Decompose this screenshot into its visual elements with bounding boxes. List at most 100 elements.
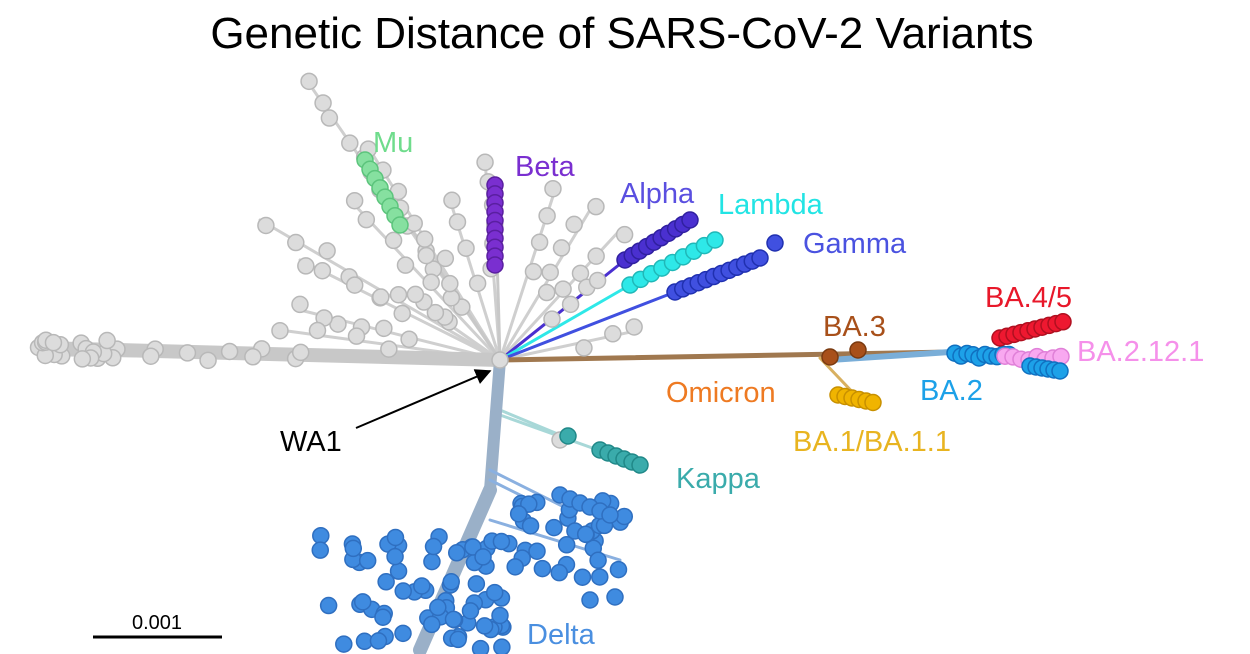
node	[467, 575, 486, 593]
node	[533, 559, 552, 578]
node	[552, 239, 571, 257]
node	[436, 249, 455, 268]
node	[423, 552, 441, 571]
node	[588, 271, 607, 290]
node	[447, 544, 466, 562]
node	[849, 341, 867, 359]
scale-bar-label: 0.001	[132, 612, 182, 634]
node	[1051, 362, 1069, 380]
node	[631, 456, 649, 474]
label-alpha: Alpha	[620, 178, 695, 210]
node	[374, 608, 392, 626]
node	[422, 273, 440, 291]
node	[474, 548, 492, 566]
node	[142, 347, 160, 365]
node	[538, 207, 556, 225]
node	[509, 505, 528, 523]
node	[565, 215, 583, 234]
node	[751, 249, 769, 267]
branch	[498, 258, 627, 362]
node	[424, 537, 443, 556]
label-ba1: BA.1/BA.1.1	[793, 426, 951, 458]
node	[706, 231, 724, 249]
node	[375, 319, 393, 338]
nodes	[29, 72, 1072, 654]
node	[491, 351, 509, 369]
node	[341, 134, 359, 152]
branch	[827, 349, 953, 363]
node	[244, 348, 262, 366]
node	[389, 285, 408, 304]
node	[573, 568, 592, 586]
node	[220, 342, 239, 361]
node	[575, 339, 593, 357]
node	[524, 262, 543, 281]
branch	[484, 354, 506, 496]
node	[530, 233, 549, 252]
label-omicron: Omicron	[666, 377, 776, 409]
node	[543, 310, 561, 328]
node	[377, 573, 395, 591]
node	[314, 94, 332, 112]
node	[394, 582, 412, 600]
node	[417, 246, 436, 265]
node	[606, 588, 624, 606]
branch	[488, 468, 572, 512]
node	[297, 257, 315, 275]
node	[199, 351, 217, 370]
node	[312, 526, 330, 545]
node	[320, 109, 339, 127]
label-wa1: WA1	[280, 426, 342, 458]
node	[587, 197, 605, 216]
node	[506, 558, 524, 576]
label-kappa: Kappa	[676, 463, 761, 495]
node	[319, 596, 338, 615]
node	[448, 213, 467, 231]
node	[461, 602, 480, 620]
node	[625, 318, 643, 336]
branches	[33, 83, 953, 654]
node	[681, 211, 699, 229]
node	[601, 506, 619, 524]
node	[468, 274, 487, 293]
label-ba45: BA.4/5	[985, 282, 1072, 314]
node	[98, 331, 116, 350]
node	[449, 630, 467, 649]
node	[413, 577, 431, 595]
node	[311, 541, 330, 559]
node	[443, 191, 461, 210]
node	[358, 551, 377, 570]
node	[544, 179, 562, 198]
node	[73, 350, 92, 368]
node	[441, 274, 459, 293]
node	[318, 242, 336, 260]
node	[405, 214, 423, 233]
wa1-arrow	[355, 369, 492, 429]
node	[766, 234, 784, 252]
node	[821, 348, 839, 366]
node	[557, 536, 576, 554]
node	[587, 247, 605, 265]
node	[604, 325, 622, 343]
node	[1054, 313, 1072, 331]
node	[615, 507, 634, 526]
node	[386, 547, 404, 566]
label-ba2: BA.2	[920, 375, 983, 407]
label-mu: Mu	[373, 127, 413, 159]
branch	[498, 408, 567, 439]
node	[541, 263, 559, 282]
node	[335, 635, 353, 653]
node	[369, 632, 388, 650]
node	[429, 598, 447, 617]
node	[444, 610, 463, 629]
node	[561, 295, 580, 314]
node	[554, 280, 572, 298]
label-lambda: Lambda	[718, 189, 824, 221]
node	[44, 333, 63, 352]
node	[400, 330, 418, 348]
node	[591, 568, 609, 586]
label-ba3: BA.3	[823, 311, 886, 343]
node	[589, 551, 607, 570]
node	[291, 295, 309, 314]
